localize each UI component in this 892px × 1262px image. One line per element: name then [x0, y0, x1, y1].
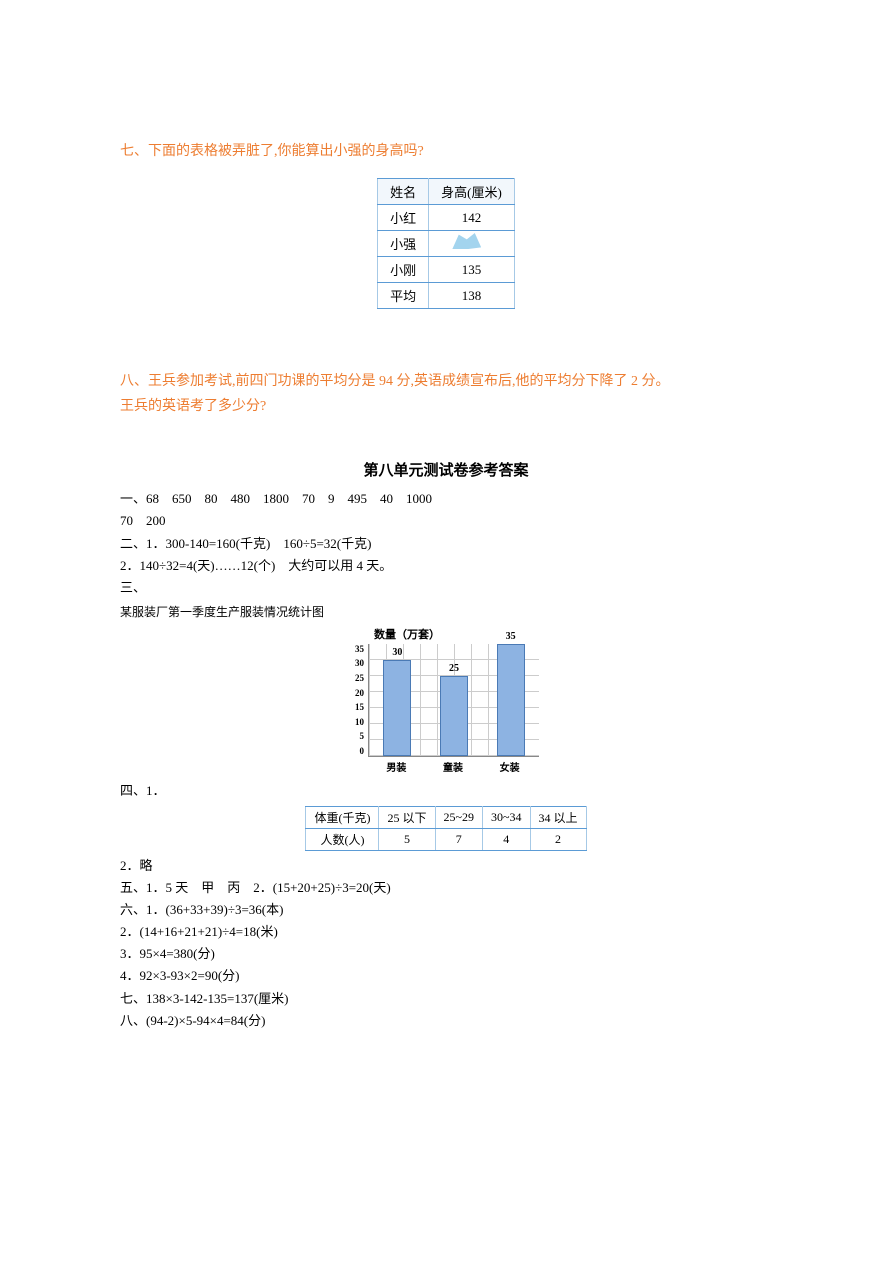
ans-1-l1: 一、68 650 80 480 1800 70 9 495 40 1000: [120, 488, 772, 510]
cell-name: 小红: [378, 205, 429, 231]
smudge-icon: [449, 233, 481, 249]
page: 七、下面的表格被弄脏了,你能算出小强的身高吗? 姓名 身高(厘米) 小红 142…: [0, 0, 892, 1092]
chart-bar: 35: [497, 644, 525, 756]
table-row: 平均 138: [378, 283, 515, 309]
ytick: 10: [346, 717, 364, 727]
q8-line1: 八、王兵参加考试,前四门功课的平均分是 94 分,英语成绩宣布后,他的平均分下降…: [120, 369, 772, 394]
q7-heading: 七、下面的表格被弄脏了,你能算出小强的身高吗?: [120, 140, 772, 160]
chart-bars: 30 25 35: [369, 644, 539, 756]
ans-1-l2: 70 200: [120, 510, 772, 532]
cell: 人数(人): [306, 828, 379, 850]
cell: 34 以上: [530, 806, 586, 828]
chart-bar: 30: [383, 660, 411, 756]
ytick: 20: [346, 688, 364, 698]
cell-height: 142: [429, 205, 515, 231]
cell-height-smudged: [429, 231, 515, 257]
q8-block: 八、王兵参加考试,前四门功课的平均分是 94 分,英语成绩宣布后,他的平均分下降…: [120, 369, 772, 419]
q7-table: 姓名 身高(厘米) 小红 142 小强 小刚 135 平均 138: [377, 178, 515, 309]
weight-table: 体重(千克) 25 以下 25~29 30~34 34 以上 人数(人) 5 7…: [305, 806, 586, 851]
ytick: 0: [346, 746, 364, 756]
chart-xaxis: 男装 童装 女装: [368, 759, 538, 774]
cell: 30~34: [483, 806, 531, 828]
cell-height: 138: [429, 283, 515, 309]
col-height: 身高(厘米): [429, 179, 515, 205]
bar-value: 25: [441, 663, 467, 674]
xtick: 男装: [386, 759, 406, 774]
cell: 7: [435, 828, 483, 850]
ytick: 35: [346, 644, 364, 654]
xtick: 女装: [500, 759, 520, 774]
bar-value: 30: [384, 647, 410, 658]
chart-grid: 30 25 35: [368, 644, 539, 757]
ans-2-l2: 2．140÷32=4(天)……12(个) 大约可以用 4 天。: [120, 555, 772, 577]
table-row: 人数(人) 5 7 4 2: [306, 828, 586, 850]
ans-5: 五、1．5 天 甲 丙 2．(15+20+25)÷3=20(天): [120, 877, 772, 899]
chart-plot: 35 30 25 20 15 10 5 0 30 25 35: [346, 644, 546, 757]
cell: 体重(千克): [306, 806, 379, 828]
chart-wrap: 数量（万套） 35 30 25 20 15 10 5 0 302535 男装: [120, 626, 772, 774]
cell: 25 以下: [379, 806, 435, 828]
ans-8: 八、(94-2)×5-94×4=84(分): [120, 1010, 772, 1032]
cell-name: 小强: [378, 231, 429, 257]
cell-name: 平均: [378, 283, 429, 309]
cell-height: 135: [429, 257, 515, 283]
cell: 4: [483, 828, 531, 850]
cell: 2: [530, 828, 586, 850]
ans-4-l1: 四、1．: [120, 780, 772, 802]
ytick: 25: [346, 673, 364, 683]
col-name: 姓名: [378, 179, 429, 205]
table-row: 小红 142: [378, 205, 515, 231]
cell: 5: [379, 828, 435, 850]
table-row: 小刚 135: [378, 257, 515, 283]
ans-6-l1: 六、1．(36+33+39)÷3=36(本): [120, 899, 772, 921]
ytick: 30: [346, 658, 364, 668]
bar-value: 35: [498, 631, 524, 642]
q8-line2: 王兵的英语考了多少分?: [120, 394, 772, 419]
cell: 25~29: [435, 806, 483, 828]
ans-6-l4: 4．92×3-93×2=90(分): [120, 965, 772, 987]
table-row: 姓名 身高(厘米): [378, 179, 515, 205]
xtick: 童装: [443, 759, 463, 774]
table-row: 小强: [378, 231, 515, 257]
chart-yaxis: 35 30 25 20 15 10 5 0: [346, 644, 364, 756]
table-row: 体重(千克) 25 以下 25~29 30~34 34 以上: [306, 806, 586, 828]
cell-name: 小刚: [378, 257, 429, 283]
answers-title: 第八单元测试卷参考答案: [120, 459, 772, 480]
ans-6-l3: 3．95×4=380(分): [120, 943, 772, 965]
ans-3-l1: 三、: [120, 577, 772, 599]
ans-6-l2: 2．(14+16+21+21)÷4=18(米): [120, 921, 772, 943]
ans-7: 七、138×3-142-135=137(厘米): [120, 988, 772, 1010]
ans-2-l1: 二、1．300-140=160(千克) 160÷5=32(千克): [120, 533, 772, 555]
ytick: 15: [346, 702, 364, 712]
chart-title: 某服装厂第一季度生产服装情况统计图: [120, 603, 772, 620]
bar-chart: 数量（万套） 35 30 25 20 15 10 5 0 302535 男装: [346, 626, 546, 774]
ytick: 5: [346, 731, 364, 741]
chart-bar: 25: [440, 676, 468, 756]
ans-4-l2: 2．略: [120, 855, 772, 877]
